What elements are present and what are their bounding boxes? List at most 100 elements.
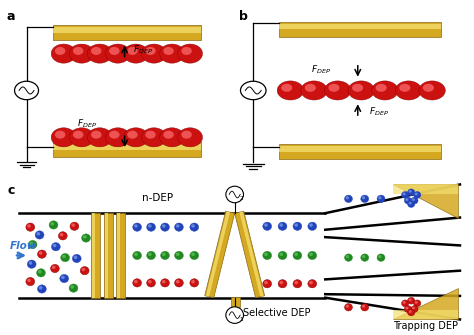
Circle shape <box>29 242 33 245</box>
Circle shape <box>401 192 409 198</box>
Circle shape <box>69 128 94 147</box>
Circle shape <box>278 251 287 260</box>
Circle shape <box>404 197 411 204</box>
Circle shape <box>162 253 165 256</box>
Circle shape <box>348 81 374 100</box>
Bar <box>53 144 201 150</box>
Circle shape <box>55 131 65 139</box>
Circle shape <box>264 253 268 256</box>
Circle shape <box>146 223 155 231</box>
Circle shape <box>35 231 44 239</box>
Circle shape <box>134 253 138 256</box>
Polygon shape <box>239 211 264 297</box>
Circle shape <box>69 284 78 292</box>
Circle shape <box>408 297 415 304</box>
Circle shape <box>419 81 446 100</box>
Text: c: c <box>7 184 14 197</box>
Circle shape <box>109 47 119 55</box>
Circle shape <box>378 196 382 199</box>
Circle shape <box>148 224 152 228</box>
Circle shape <box>405 198 409 201</box>
Circle shape <box>60 233 64 237</box>
Circle shape <box>361 254 369 261</box>
Circle shape <box>26 277 35 286</box>
Circle shape <box>91 47 101 55</box>
Circle shape <box>263 222 272 230</box>
Circle shape <box>174 223 183 231</box>
Polygon shape <box>392 185 457 194</box>
Circle shape <box>51 128 76 147</box>
Circle shape <box>145 131 155 139</box>
Circle shape <box>146 251 155 260</box>
Circle shape <box>346 196 349 199</box>
Polygon shape <box>92 213 95 298</box>
Circle shape <box>58 232 67 240</box>
Circle shape <box>133 251 142 260</box>
Circle shape <box>174 251 183 260</box>
Polygon shape <box>206 211 230 297</box>
Circle shape <box>293 222 302 230</box>
Circle shape <box>345 304 353 311</box>
Circle shape <box>409 298 412 301</box>
Circle shape <box>15 81 38 100</box>
Circle shape <box>264 281 268 284</box>
Circle shape <box>362 196 365 199</box>
Circle shape <box>176 280 180 283</box>
Circle shape <box>281 84 292 92</box>
Polygon shape <box>91 213 100 298</box>
Circle shape <box>82 268 85 271</box>
Circle shape <box>308 222 317 230</box>
Circle shape <box>61 254 70 262</box>
Circle shape <box>293 280 302 288</box>
Circle shape <box>226 307 244 323</box>
Circle shape <box>280 223 283 227</box>
Text: $_2$: $_2$ <box>239 194 244 203</box>
Circle shape <box>162 224 165 228</box>
Bar <box>279 23 441 29</box>
Polygon shape <box>205 211 235 298</box>
Polygon shape <box>116 213 125 298</box>
Circle shape <box>73 47 83 55</box>
Circle shape <box>109 131 119 139</box>
Circle shape <box>409 202 412 205</box>
Circle shape <box>361 304 369 311</box>
Bar <box>279 144 441 159</box>
Circle shape <box>346 305 349 308</box>
Circle shape <box>73 131 83 139</box>
Circle shape <box>308 251 317 260</box>
Circle shape <box>133 223 142 231</box>
Circle shape <box>408 189 415 196</box>
Circle shape <box>415 301 418 304</box>
Circle shape <box>174 279 183 287</box>
Circle shape <box>37 250 46 258</box>
Circle shape <box>309 223 313 227</box>
Circle shape <box>61 276 65 279</box>
Circle shape <box>352 84 363 92</box>
Circle shape <box>52 266 55 269</box>
Circle shape <box>372 81 398 100</box>
Circle shape <box>60 274 69 283</box>
Circle shape <box>127 47 137 55</box>
Circle shape <box>51 44 76 63</box>
Circle shape <box>134 280 138 283</box>
Circle shape <box>277 81 304 100</box>
Text: $_1$: $_1$ <box>239 315 244 324</box>
Circle shape <box>190 223 199 231</box>
Circle shape <box>146 279 155 287</box>
Circle shape <box>402 193 406 195</box>
Text: $F_{DEP}$: $F_{DEP}$ <box>311 63 331 76</box>
Circle shape <box>69 44 94 63</box>
Circle shape <box>377 195 385 203</box>
Circle shape <box>36 269 46 277</box>
Circle shape <box>280 281 283 284</box>
Circle shape <box>404 306 411 313</box>
Circle shape <box>134 224 138 228</box>
Circle shape <box>412 307 415 310</box>
Circle shape <box>83 235 87 239</box>
Circle shape <box>263 251 272 260</box>
Polygon shape <box>392 288 457 320</box>
Circle shape <box>178 128 202 147</box>
Circle shape <box>161 251 169 260</box>
Text: Selective DEP: Selective DEP <box>243 308 310 318</box>
Circle shape <box>414 300 421 307</box>
